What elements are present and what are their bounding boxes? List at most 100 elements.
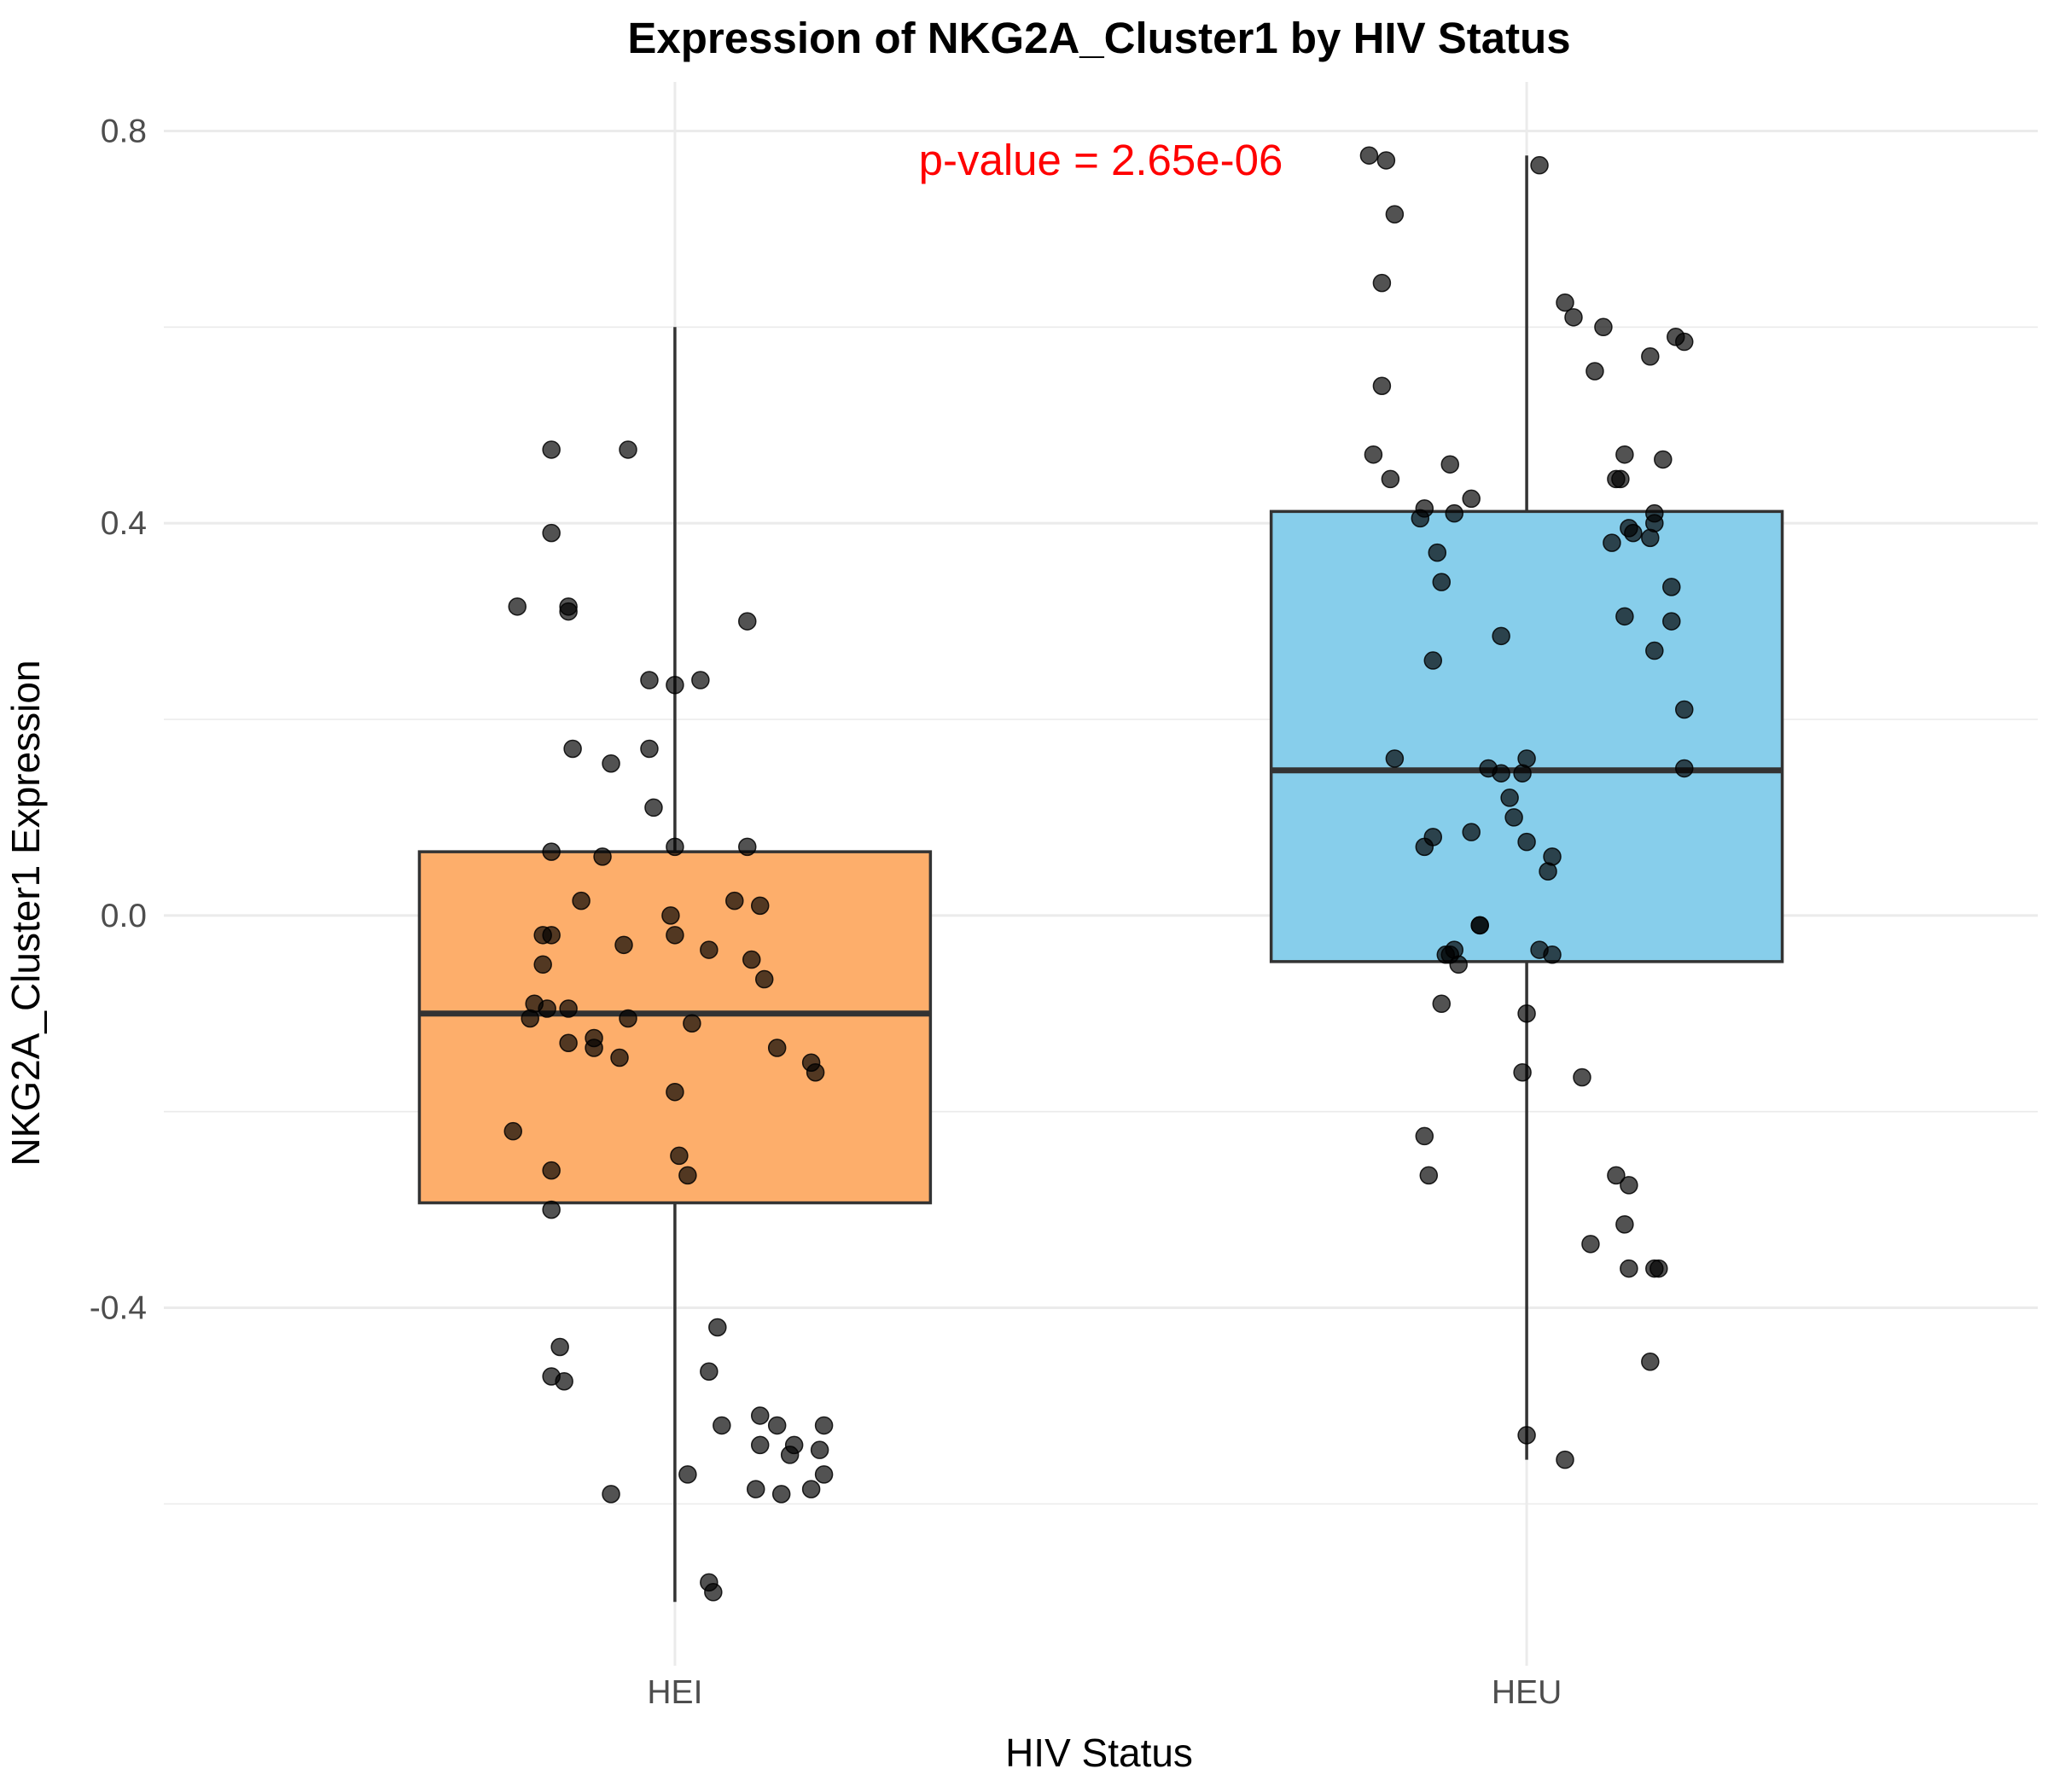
data-point xyxy=(1667,328,1685,346)
data-point xyxy=(585,1028,603,1048)
data-point xyxy=(602,1485,620,1504)
data-point xyxy=(1675,759,1694,778)
data-point xyxy=(1662,578,1681,596)
data-point xyxy=(1556,1450,1574,1469)
data-point xyxy=(708,1318,727,1337)
data-point xyxy=(542,842,561,861)
data-point xyxy=(814,1416,834,1435)
data-point xyxy=(1620,1259,1638,1278)
data-point xyxy=(1611,469,1630,489)
data-point xyxy=(742,950,761,969)
data-point xyxy=(806,1062,825,1082)
data-point xyxy=(1462,489,1481,509)
data-point xyxy=(666,837,684,857)
data-point xyxy=(1603,533,1621,552)
data-point xyxy=(614,935,633,955)
data-point xyxy=(1415,837,1434,857)
data-point xyxy=(746,1480,765,1498)
data-point xyxy=(1654,450,1673,469)
data-point xyxy=(691,671,710,689)
data-point xyxy=(508,597,527,616)
y-axis-label: NKG2A_Cluster1 Expression xyxy=(3,660,48,1166)
data-point xyxy=(1432,994,1452,1014)
data-point xyxy=(814,1465,834,1484)
x-axis-ticks: HEI HEU xyxy=(647,1674,1562,1711)
data-point xyxy=(1513,764,1532,783)
data-point xyxy=(754,969,774,989)
data-point xyxy=(666,676,684,695)
data-point xyxy=(801,1480,821,1498)
data-point xyxy=(572,891,591,911)
data-point xyxy=(1615,445,1634,464)
data-point xyxy=(538,999,556,1018)
data-point xyxy=(1504,808,1523,827)
data-point xyxy=(644,798,663,817)
points-heu xyxy=(1359,146,1694,1469)
data-point xyxy=(666,1082,684,1102)
data-point xyxy=(1419,1166,1439,1185)
data-point xyxy=(1411,509,1430,528)
data-point xyxy=(1607,1166,1626,1185)
data-point xyxy=(559,1033,578,1052)
data-point xyxy=(542,1200,561,1219)
data-point xyxy=(640,671,659,689)
data-point xyxy=(1556,293,1574,312)
data-point xyxy=(713,1416,731,1435)
data-point xyxy=(1581,1235,1600,1254)
data-point xyxy=(1641,528,1660,548)
boxes xyxy=(417,155,1784,1603)
data-point xyxy=(738,612,757,631)
data-point xyxy=(1543,945,1562,964)
box-hei xyxy=(417,327,933,1603)
data-point xyxy=(1620,1176,1638,1195)
data-point xyxy=(559,602,578,621)
data-point xyxy=(678,1465,697,1484)
data-point xyxy=(771,1485,791,1504)
data-point xyxy=(533,955,552,975)
data-point xyxy=(542,1367,561,1386)
data-point xyxy=(602,753,620,773)
data-point xyxy=(1615,607,1634,626)
y-tick-label: 0.0 xyxy=(101,898,147,934)
data-point xyxy=(563,739,582,759)
data-point xyxy=(1645,641,1664,660)
data-point xyxy=(1364,445,1383,464)
data-point xyxy=(593,847,612,866)
data-point xyxy=(704,1583,723,1602)
data-point xyxy=(767,1039,787,1057)
data-point xyxy=(1513,1062,1532,1082)
points-hei xyxy=(503,440,834,1602)
data-point xyxy=(750,1435,770,1455)
data-point xyxy=(1359,146,1379,165)
data-point xyxy=(542,440,561,459)
data-point xyxy=(683,1014,701,1033)
chart-title: Expression of NKG2A_Cluster1 by HIV Stat… xyxy=(627,14,1570,62)
data-point xyxy=(1440,455,1460,474)
box-iqr xyxy=(1269,509,1784,963)
data-point xyxy=(1449,955,1468,975)
data-point xyxy=(1415,1126,1434,1146)
data-point xyxy=(1517,1004,1536,1023)
data-point xyxy=(1462,823,1481,841)
data-point xyxy=(1539,862,1557,881)
data-point xyxy=(550,1337,569,1357)
data-point xyxy=(1645,503,1664,523)
data-point xyxy=(1517,832,1536,852)
data-point xyxy=(1517,1426,1536,1445)
x-tick-label: HEU xyxy=(1492,1674,1562,1711)
data-point xyxy=(1381,469,1400,489)
data-point xyxy=(640,739,659,759)
x-tick-label: HEI xyxy=(647,1674,702,1711)
y-tick-label: -0.4 xyxy=(90,1290,147,1327)
data-point xyxy=(1624,523,1643,543)
data-point xyxy=(1594,317,1613,337)
data-point xyxy=(1573,1068,1591,1087)
data-point xyxy=(670,1146,689,1166)
data-point xyxy=(1479,759,1498,778)
data-point xyxy=(1470,916,1489,935)
data-point xyxy=(1615,1215,1634,1234)
data-point xyxy=(503,1121,523,1141)
data-point xyxy=(1500,788,1519,807)
data-point xyxy=(1675,700,1694,719)
